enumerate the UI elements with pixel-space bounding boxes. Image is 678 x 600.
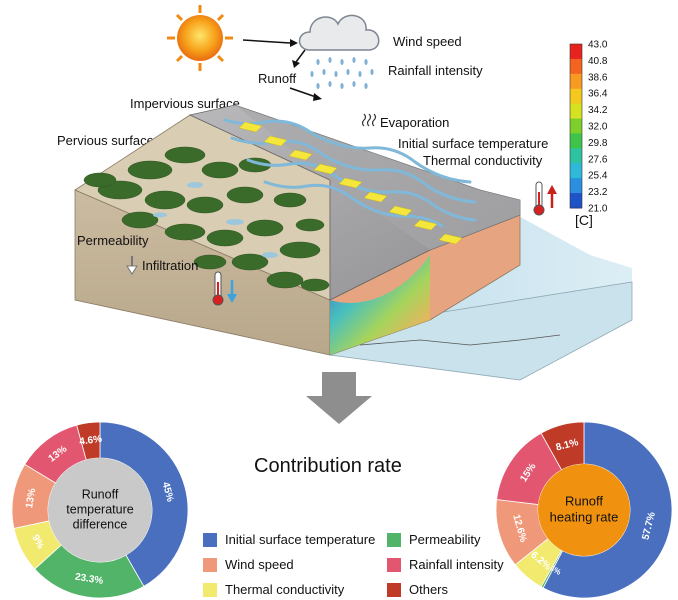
- permeability-label: Permeability: [77, 233, 149, 248]
- legend-item-rainfall-intensity: Rainfall intensity: [387, 557, 504, 572]
- legend-swatch: [203, 582, 217, 597]
- colorbar-tick-label: 40.8: [588, 56, 608, 67]
- colorbar-segment: [570, 44, 582, 60]
- donut-slice-label: 23.3%: [74, 572, 104, 587]
- legend-item-others: Others: [387, 582, 448, 597]
- down-arrow-icon: [126, 256, 138, 275]
- colorbar-segment: [570, 118, 582, 134]
- runoff-arrow-head: [313, 93, 322, 101]
- donut-center-label: temperature: [66, 502, 133, 516]
- temperature-colorbar: 43.0 40.8 38.6 36.4 34.2 32.0 29.8 27.6 25.4 23.2…: [569, 40, 608, 215]
- sun-arrow-head: [290, 39, 298, 47]
- evaporation-label: Evaporation: [380, 115, 449, 130]
- colorbar-segment: [570, 148, 582, 164]
- donut-center-label: Runoff: [565, 493, 603, 508]
- legend-label: Rainfall intensity: [409, 557, 504, 572]
- legend-item-permeability: Permeability: [387, 532, 481, 547]
- cloud-arrow-head: [292, 60, 300, 68]
- donut-center-label: difference: [73, 517, 128, 531]
- runoff-temperature-difference-donut: 45%23.3%9%13%13%4.6%Runofftemperaturedif…: [11, 421, 189, 599]
- colorbar-segment: [570, 103, 582, 120]
- initial-surface-temperature-label: Initial surface temperature: [398, 136, 548, 151]
- contribution-rate-title: Contribution rate: [254, 455, 402, 477]
- rain-icon: [310, 57, 374, 89]
- infiltration-label: Infiltration: [142, 258, 198, 273]
- colorbar-tick-label: 32.0: [588, 122, 608, 133]
- wind-speed-label: Wind speed: [393, 34, 462, 49]
- legend-swatch: [387, 532, 401, 547]
- grass-patches: [83, 146, 330, 292]
- legend-label: Others: [409, 582, 449, 597]
- donut-slice-label: 13%: [24, 487, 38, 509]
- thermometer-icon: [533, 181, 557, 216]
- runoff-label: Runoff: [258, 71, 296, 86]
- legend-swatch: [203, 557, 217, 572]
- colorbar-tick-label: 34.2: [588, 105, 608, 116]
- colorbar-segment: [570, 178, 582, 194]
- colorbar-frame: [569, 43, 583, 209]
- cloud-icon: [298, 14, 380, 51]
- runoff-arrow: [289, 87, 317, 98]
- donut-center-label: heating rate: [550, 509, 619, 524]
- legend-item-initial-surface-temperature: Initial surface temperature: [203, 532, 375, 547]
- colorbar-segment: [570, 73, 582, 90]
- legend-item-thermal-conductivity: Thermal conductivity: [203, 582, 344, 597]
- colorbar-tick-label: 38.6: [588, 72, 608, 83]
- evaporation-icon: [361, 113, 377, 127]
- rainfall-intensity-label: Rainfall intensity: [388, 63, 483, 78]
- legend-swatch: [203, 532, 217, 547]
- legend-label: Thermal conductivity: [225, 582, 345, 597]
- sun-arrow: [242, 39, 291, 44]
- colorbar-tick-label: 21.0: [588, 204, 608, 215]
- pervious-surface-label: Pervious surface: [57, 133, 154, 148]
- colorbar-segment: [570, 163, 582, 179]
- legend-swatch: [387, 557, 401, 572]
- legend-item-wind-speed: Wind speed: [203, 557, 294, 572]
- colorbar-unit: [C]: [575, 212, 593, 228]
- sun-icon: [167, 5, 233, 71]
- donut-center-label: Runoff: [82, 487, 119, 501]
- big-down-arrow: [306, 372, 372, 424]
- donut-slice-label: 45%: [160, 481, 176, 503]
- legend-label: Permeability: [409, 532, 481, 547]
- colorbar-tick-label: 23.2: [588, 187, 608, 198]
- colorbar-tick-label: 29.8: [588, 138, 608, 149]
- thermal-conductivity-label: Thermal conductivity: [423, 153, 543, 168]
- legend-label: Initial surface temperature: [225, 532, 376, 547]
- puddles: [153, 182, 278, 258]
- colorbar-segment: [570, 58, 582, 75]
- colorbar-segment: [570, 88, 582, 105]
- thermometer-left-icon: [212, 271, 237, 306]
- colorbar-tick-label: 27.6: [588, 154, 608, 165]
- cloud-arrow: [295, 49, 306, 63]
- colorbar-segment: [570, 133, 582, 149]
- colorbar-tick-label: 43.0: [588, 40, 608, 51]
- colorbar-tick-label: 25.4: [588, 171, 608, 182]
- legend-swatch: [387, 582, 401, 597]
- lane-markers: [238, 121, 463, 245]
- donut-slice-label: 4.6%: [79, 434, 103, 448]
- donut-center: [48, 458, 152, 562]
- impervious-surface-label: Impervious surface: [130, 96, 240, 111]
- colorbar-segment: [570, 193, 582, 209]
- donut-center: [538, 464, 630, 556]
- legend-label: Wind speed: [225, 557, 294, 572]
- colorbar-tick-label: 36.4: [588, 89, 608, 100]
